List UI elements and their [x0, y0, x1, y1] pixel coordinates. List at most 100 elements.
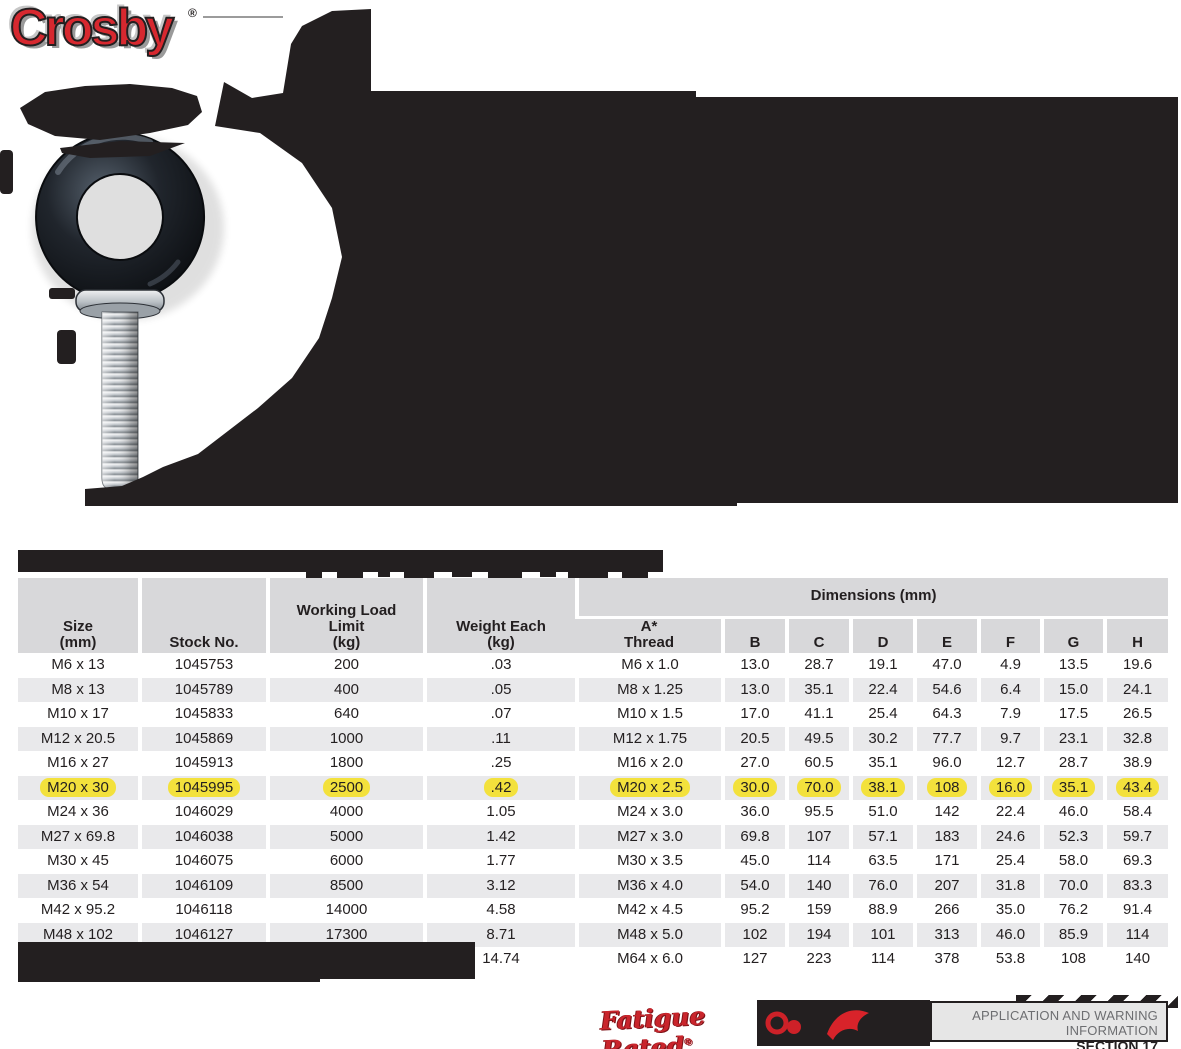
table-cell: 85.9 — [1040, 922, 1105, 947]
table-cell: 127 — [721, 947, 787, 972]
table-cell: 77.7 — [913, 726, 979, 751]
table-cell: M8 x 13 — [18, 677, 140, 702]
warning-graphic-bar — [757, 1000, 930, 1046]
table-cell: 24.1 — [1102, 677, 1169, 702]
table-cell: 28.7 — [1040, 751, 1105, 776]
table-cell: 19.1 — [849, 653, 915, 678]
table-cell: 27.0 — [721, 751, 787, 776]
table-cell: M27 x 69.8 — [18, 824, 140, 849]
table-header: Size (mm) Stock No. Working Load Limit (… — [18, 578, 1169, 653]
table-cell: 159 — [785, 898, 851, 923]
table-cell: M6 x 1.0 — [575, 653, 723, 678]
table-cell: 31.8 — [977, 873, 1042, 898]
table-cell: 15.0 — [1040, 677, 1105, 702]
table-cell: 60.5 — [785, 751, 851, 776]
table-cell: 20.5 — [721, 726, 787, 751]
table-cell: 2500 — [266, 775, 425, 800]
table-cell: 1046038 — [138, 824, 268, 849]
table-cell: M42 x 4.5 — [575, 898, 723, 923]
table-cell: 70.0 — [785, 775, 851, 800]
table-cell: 1046075 — [138, 849, 268, 874]
table-body: M6 x 13 1045753 200.03 M6 x 1.0 13.0 28.7 19.1… — [18, 653, 1169, 972]
dimension-sub-header: F — [977, 617, 1042, 653]
warning-title: APPLICATION AND WARNING INFORMATION — [972, 1008, 1158, 1038]
table-cell: 35.0 — [977, 898, 1042, 923]
registered-trademark-mark: ® — [188, 6, 197, 20]
table-cell: 19.6 — [1102, 653, 1169, 678]
table-cell: 101 — [849, 922, 915, 947]
table-cell: 1046109 — [138, 873, 268, 898]
table-cell: 30.0 — [721, 775, 787, 800]
table-cell: 194 — [785, 922, 851, 947]
table-cell: 59.7 — [1102, 824, 1169, 849]
table-header-row-top: Size (mm) Stock No. Working Load Limit (… — [18, 578, 1169, 653]
table-cell: 140 — [1102, 947, 1169, 972]
table-cell: M48 x 5.0 — [575, 922, 723, 947]
table-cell: M24 x 36 — [47, 803, 109, 821]
highlight-pill: M20 x 2.5 — [610, 777, 690, 797]
table-row: M27 x 69.8 1046038 5000 1.42 M27 x 3.0 69.8 10… — [18, 824, 1169, 849]
table-row: M10 x 17 1045833 640.07 M10 x 1.5 17.0 41.1 25… — [18, 702, 1169, 727]
table-cell: 4.9 — [977, 653, 1042, 678]
highlight-pill: 16.0 — [988, 777, 1033, 797]
dimension-sub-header: G — [1040, 617, 1105, 653]
table-cell: 69.8 — [721, 824, 787, 849]
table-cell: 266 — [913, 898, 979, 923]
table-cell: 83.3 — [1102, 873, 1169, 898]
redacted-product-name-blob — [0, 84, 202, 364]
table-cell: 1000 — [266, 726, 425, 751]
table-cell: 45.0 — [721, 849, 787, 874]
table-row: M48 x 102 1046127 17300 8.71 M48 x 5.0 102 194… — [18, 922, 1169, 947]
table-cell: 53.8 — [977, 947, 1042, 972]
table-cell: 378 — [913, 947, 979, 972]
dimension-sub-header: A* Thread — [577, 617, 723, 653]
table-cell: 102 — [721, 922, 787, 947]
highlight-pill: 70.0 — [797, 777, 841, 797]
table-row: M30 x 45 1046075 6000 1.77 M30 x 3.5 45.0 114 6… — [18, 849, 1169, 874]
table-cell: 96.0 — [913, 751, 979, 776]
table-cell: 7.9 — [977, 702, 1042, 727]
table-cell: M30 x 3.5 — [575, 849, 723, 874]
table-cell: M42 x 95.2 — [40, 901, 116, 919]
table-cell: 1046029 — [138, 800, 268, 825]
table-cell: M16 x 27 — [47, 754, 109, 772]
table-cell: M36 x 54 — [18, 873, 140, 898]
table-cell: 140 — [785, 873, 851, 898]
table-cell: 54.0 — [721, 873, 787, 898]
table-cell: 171 — [913, 849, 979, 874]
table-cell: 26.5 — [1102, 702, 1169, 727]
table-row: M8 x 13 1045789 400.05 M8 x 1.25 13.0 35.1 22.… — [18, 677, 1169, 702]
fatigue-registered-mark: ® — [683, 1037, 694, 1048]
table-cell: 108 — [1040, 947, 1105, 972]
table-cell: 30.2 — [849, 726, 915, 751]
table-cell: 70.0 — [1040, 873, 1105, 898]
table-cell: M64 x 6.0 — [575, 947, 723, 972]
table-cell: 35.1 — [849, 751, 915, 776]
table-cell: 22.4 — [849, 677, 915, 702]
application-warning-box: APPLICATION AND WARNING INFORMATION SECT… — [930, 1001, 1168, 1049]
column-header-working-load-limit: Working Load Limit (kg) — [266, 578, 425, 653]
dimension-sub-header: C — [785, 617, 851, 653]
table-row: M42 x 95.2 1046118 14000 4.58 M42 x 4.5 95.2 1… — [18, 898, 1169, 923]
table-cell: 640 — [266, 702, 425, 727]
table-cell: M27 x 3.0 — [575, 824, 723, 849]
table-cell: 47.0 — [913, 653, 979, 678]
table-cell: 1045753 — [138, 653, 268, 678]
table-cell: 57.1 — [849, 824, 915, 849]
table-cell: M30 x 45 — [47, 852, 109, 870]
highlight-pill: M20 x 30 — [40, 777, 116, 797]
table-cell: 12.7 — [977, 751, 1042, 776]
table-cell: 17.0 — [721, 702, 787, 727]
highlight-pill: 38.1 — [861, 777, 905, 797]
table-cell: 13.0 — [721, 677, 787, 702]
table-cell: 8500 — [266, 873, 425, 898]
table-row: M12 x 20.5 1045869 1000.11 M12 x 1.75 20.5 49… — [18, 726, 1169, 751]
table-cell: 13.5 — [1040, 653, 1105, 678]
table-cell: 95.5 — [785, 800, 851, 825]
table-cell: 14000 — [266, 898, 425, 923]
redacted-title-descenders — [306, 571, 648, 579]
table-cell: 114 — [1102, 922, 1169, 947]
table-cell: 58.0 — [1040, 849, 1105, 874]
